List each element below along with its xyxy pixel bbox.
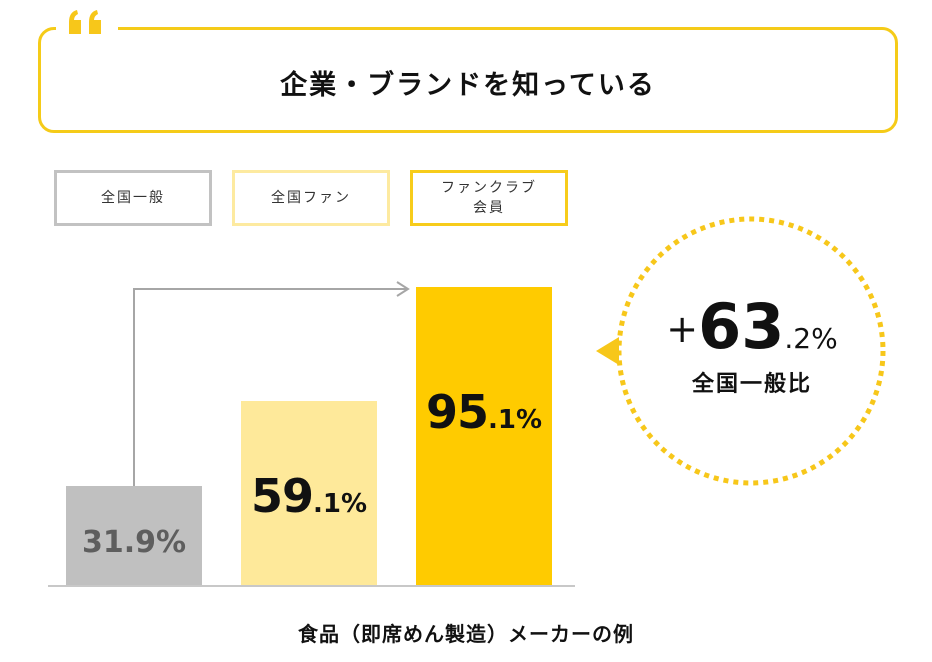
page-title: 企業・ブランドを知っている xyxy=(280,69,656,101)
legend-label: ファンクラブ 会員 xyxy=(441,180,537,216)
bar-value: 95.1% xyxy=(425,385,543,439)
title-box: 企業・ブランドを知っている xyxy=(38,27,898,133)
bar-value: 31.9% xyxy=(81,525,187,560)
bar-fanclub: 95.1% xyxy=(416,287,552,586)
legend-label: 全国ファン xyxy=(271,190,351,206)
bar-fans: 59.1% xyxy=(241,401,377,586)
legend-item-fans: 全国ファン xyxy=(232,170,390,226)
bar-general: 31.9% xyxy=(66,486,202,586)
legend-item-fanclub: ファンクラブ 会員 xyxy=(410,170,568,226)
bar-value: 59.1% xyxy=(250,469,368,523)
ring-arrowhead-icon xyxy=(596,337,619,365)
chart-caption: 食品（即席めん製造）メーカーの例 xyxy=(298,622,634,646)
increase-value: +63.2% xyxy=(666,290,838,363)
open-quote-icon xyxy=(56,6,118,50)
legend-label: 全国一般 xyxy=(101,190,165,206)
increase-subtitle: 全国一般比 xyxy=(691,372,812,397)
increase-callout: +63.2% 全国一般比 xyxy=(619,296,885,398)
legend-item-general: 全国一般 xyxy=(54,170,212,226)
